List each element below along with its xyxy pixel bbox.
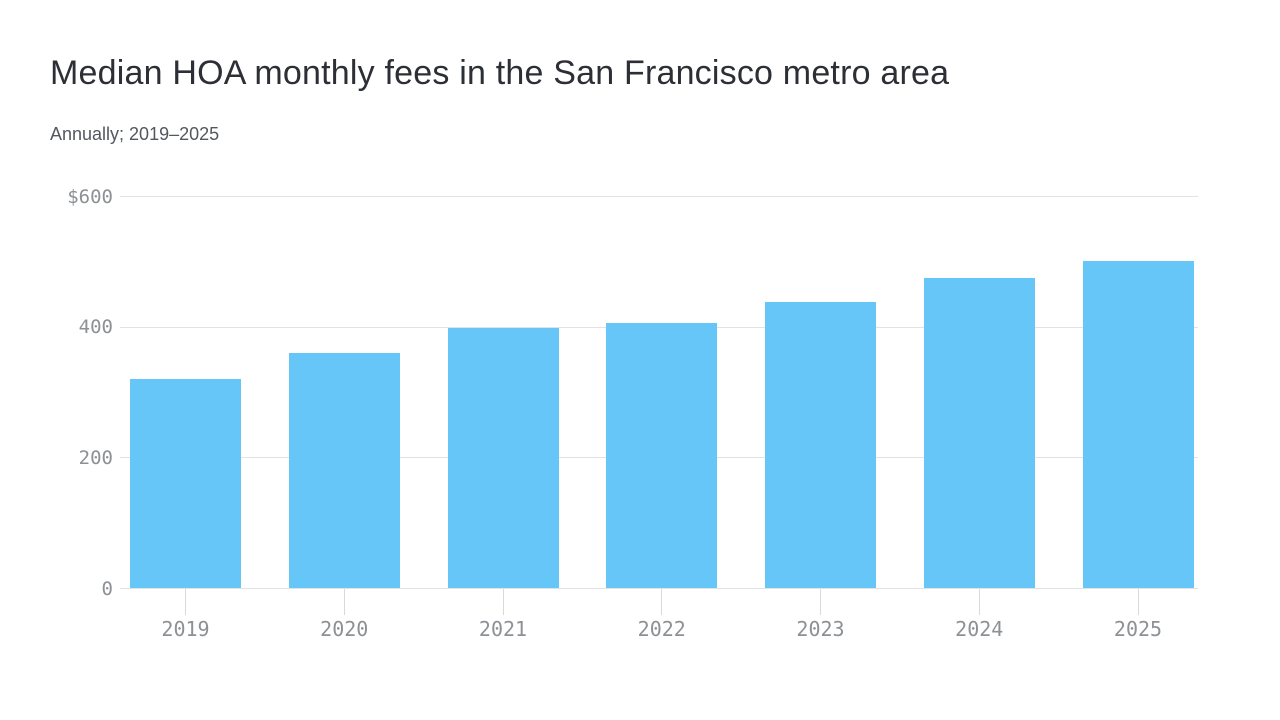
x-axis-tick-2020 (343, 588, 345, 615)
x-axis-tick-2024 (978, 588, 980, 615)
gridline-0 (120, 588, 1198, 589)
x-axis-tick-label-2020: 2020 (320, 617, 369, 641)
y-axis-tick-label-400: 400 (78, 316, 113, 339)
x-axis-tick-label-2022: 2022 (637, 617, 686, 641)
y-axis-tick-label-0: 0 (101, 577, 113, 600)
x-axis-tick-2019 (185, 588, 186, 615)
x-axis-tick-2023 (820, 588, 821, 615)
x-axis-tick-label-2025: 2025 (1113, 617, 1163, 641)
y-axis-tick-label-200: 200 (78, 446, 113, 469)
y-axis-tick-label-600: $600 (67, 185, 113, 208)
bar-2024 (924, 277, 1035, 589)
bar-2023 (765, 302, 876, 589)
chart-title: Median HOA monthly fees in the San Franc… (50, 54, 950, 92)
bar-2021 (448, 328, 559, 589)
bar-2020 (289, 352, 400, 589)
bar-2025 (1083, 261, 1194, 589)
bar-2019 (130, 378, 241, 589)
x-axis-tick-2025 (1137, 588, 1139, 615)
x-axis-tick-2021 (502, 588, 504, 615)
x-axis-tick-label-2024: 2024 (955, 617, 1004, 641)
chart-subtitle: Annually; 2019–2025 (50, 124, 220, 144)
x-axis-tick-2022 (661, 588, 663, 615)
x-axis-tick-label-2021: 2021 (478, 617, 528, 641)
bar-2022 (606, 322, 717, 589)
x-axis-tick-label-2019: 2019 (161, 617, 210, 641)
x-axis-tick-label-2023: 2023 (796, 617, 845, 641)
gridline-600 (120, 196, 1198, 197)
